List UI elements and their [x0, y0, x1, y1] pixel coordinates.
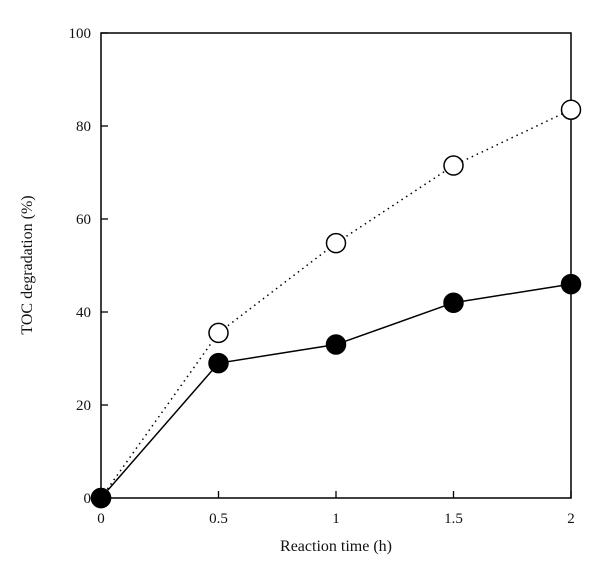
- y-tick-label: 100: [69, 26, 92, 42]
- y-axis-ticks: 0 20 40 60 80 100: [69, 26, 108, 507]
- series-2-point: [208, 352, 229, 374]
- x-axis-label: Reaction time (h): [280, 538, 392, 555]
- x-tick-label: 0: [97, 511, 105, 527]
- y-tick-label: 40: [76, 305, 91, 321]
- series-layer: [90, 99, 582, 509]
- series-1-point: [560, 99, 582, 120]
- x-tick-label: 0.5: [209, 511, 228, 527]
- series-2-point: [560, 273, 582, 295]
- series-2-point: [325, 334, 347, 355]
- series-2-point: [90, 487, 112, 509]
- series-1-point: [208, 322, 229, 344]
- x-tick-label: 2: [567, 511, 575, 527]
- series-1-line: [100, 109, 572, 499]
- x-tick-label: 1: [332, 511, 340, 527]
- series-1-point: [325, 232, 347, 254]
- y-tick-label: 80: [76, 119, 91, 135]
- series-1-point: [443, 155, 464, 176]
- plot-frame: [100, 32, 572, 499]
- y-tick-label: 20: [76, 398, 91, 414]
- x-tick-label: 1.5: [444, 511, 463, 527]
- y-axis-label: TOC degradation (%): [19, 195, 36, 334]
- series-2-point: [443, 292, 464, 313]
- y-tick-label: 0: [84, 491, 92, 507]
- y-tick-label: 60: [76, 212, 91, 228]
- x-axis-ticks: 0 0.5 1 1.5 2: [97, 491, 575, 527]
- series-2-line: [100, 283, 572, 499]
